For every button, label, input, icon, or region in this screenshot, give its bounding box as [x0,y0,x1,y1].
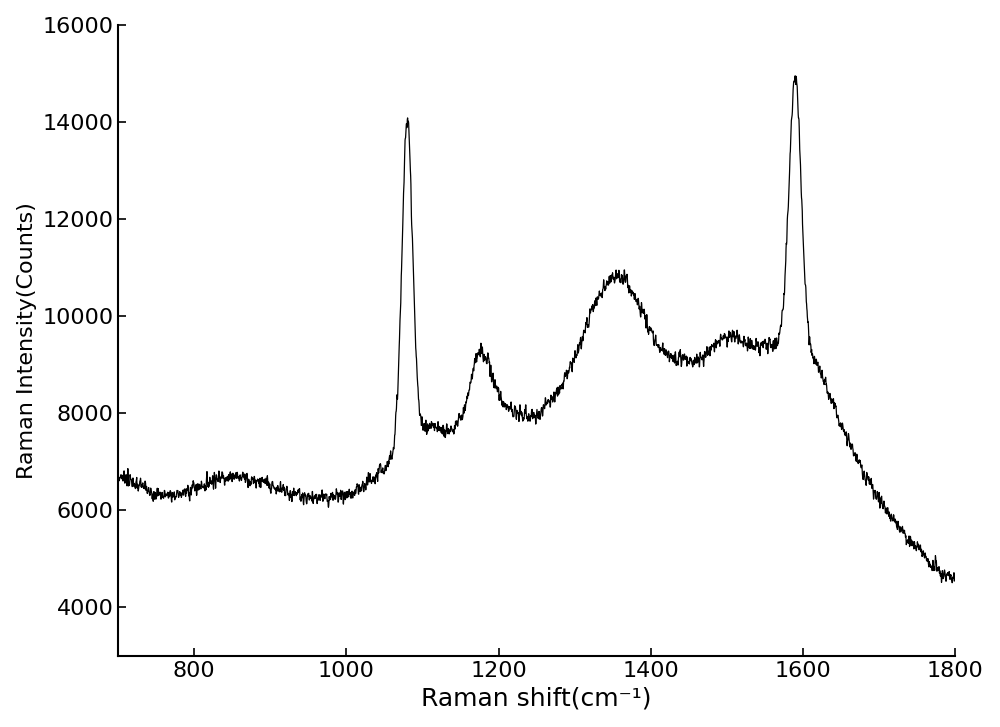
Y-axis label: Raman Intensity(Counts): Raman Intensity(Counts) [17,202,37,478]
X-axis label: Raman shift(cm⁻¹): Raman shift(cm⁻¹) [421,686,652,710]
